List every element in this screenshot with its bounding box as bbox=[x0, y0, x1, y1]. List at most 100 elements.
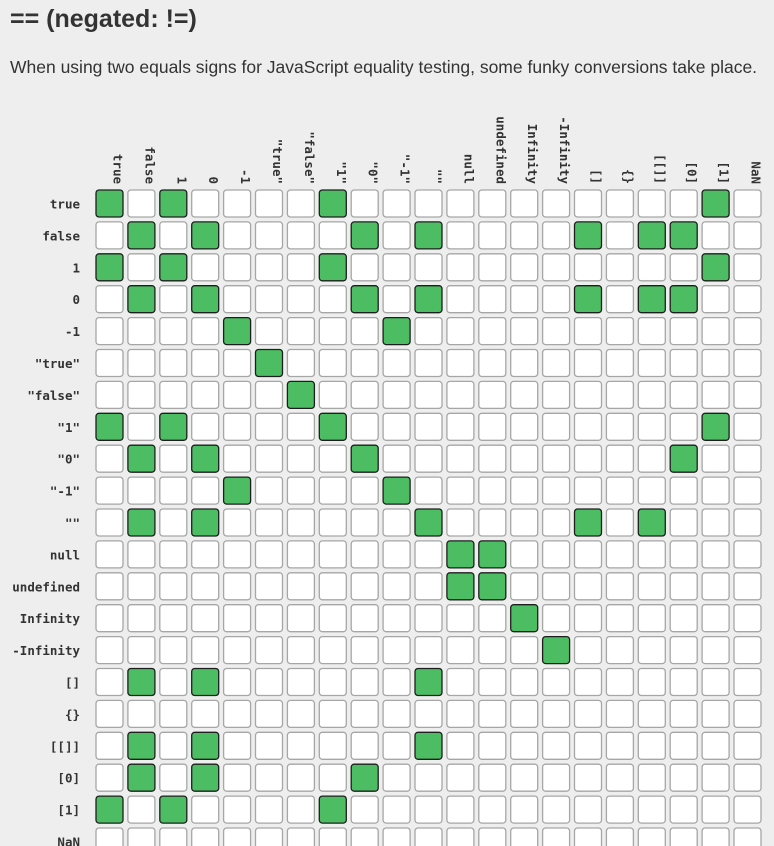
cell-obj-vs-neg-1-not-equal bbox=[222, 699, 252, 729]
row-label-arr0: [0] bbox=[57, 771, 80, 786]
cell-strneg-truestrneg-vs-0-not-equal bbox=[191, 348, 220, 378]
cell-arr0-vs-true-not-equal bbox=[95, 763, 124, 792]
cell-arr-vs-strneg-neg-1strneg-not-equal bbox=[382, 667, 411, 697]
cell-arr-vs-0-equal bbox=[191, 667, 220, 697]
cell-true-vs-undefined-not-equal bbox=[478, 189, 507, 218]
cell-neg-Infinity-vs-Infinity-not-equal bbox=[510, 635, 539, 665]
cell-strneg-strneg-vs-strneg-truestrneg-not-equal bbox=[254, 508, 284, 537]
cell-0-vs-0-equal bbox=[191, 285, 220, 314]
cell-strneg-0strneg-vs-true-not-equal bbox=[95, 444, 124, 473]
cell-strneg-0strneg-vs-strneg-0strneg-equal bbox=[350, 444, 379, 473]
cell-strneg-truestrneg-vs-arr0-not-equal bbox=[669, 348, 698, 378]
cell-neg-1-vs-arrarr-not-equal bbox=[637, 316, 666, 346]
cell-arr0-vs-0-equal bbox=[191, 763, 220, 792]
cell-neg-1-vs-strneg-1strneg-not-equal bbox=[318, 316, 347, 346]
cell-strneg-strneg-vs-arr1-not-equal bbox=[701, 508, 730, 537]
cell-obj-vs-null-not-equal bbox=[446, 699, 475, 729]
cell-Infinity-vs-NaN-not-equal bbox=[733, 604, 762, 633]
column-label-NaN: NaN bbox=[749, 161, 764, 184]
cell-strneg-neg-1strneg-vs-false-not-equal bbox=[127, 476, 156, 505]
cell-strneg-falsestrneg-vs-undefined-not-equal bbox=[478, 380, 507, 410]
cell-strneg-truestrneg-vs-neg-Infinity-not-equal bbox=[541, 348, 571, 378]
cell-strneg-0strneg-vs-obj-not-equal bbox=[605, 444, 635, 473]
cell-Infinity-vs-undefined-not-equal bbox=[478, 604, 507, 633]
page-description: When using two equals signs for JavaScri… bbox=[10, 57, 758, 77]
cell-true-vs-arrarr-not-equal bbox=[637, 189, 666, 218]
cell-strneg-neg-1strneg-vs-arr1-not-equal bbox=[701, 476, 730, 505]
cell-neg-Infinity-vs-obj-not-equal bbox=[605, 635, 635, 665]
cell-arr1-vs-neg-Infinity-not-equal bbox=[541, 795, 571, 824]
cell-true-vs-1-equal bbox=[159, 189, 188, 218]
cell-arrarr-vs-strneg-0strneg-not-equal bbox=[350, 731, 379, 760]
cell-strneg-1strneg-vs-Infinity-not-equal bbox=[510, 412, 539, 441]
cell-arr0-vs-Infinity-not-equal bbox=[510, 763, 539, 792]
cell-false-vs-0-equal bbox=[191, 221, 220, 250]
cell-arrarr-vs-true-not-equal bbox=[95, 731, 124, 760]
cell-strneg-truestrneg-vs-1-not-equal bbox=[159, 348, 188, 378]
cell-arr0-vs-1-not-equal bbox=[159, 763, 188, 792]
cell-arr1-vs-0-not-equal bbox=[191, 795, 220, 824]
cell-Infinity-vs-arr1-not-equal bbox=[701, 604, 730, 633]
cell-arr1-vs-Infinity-not-equal bbox=[510, 795, 539, 824]
cell-arr-vs-false-equal bbox=[127, 667, 156, 697]
cell-false-vs-arr-equal bbox=[573, 221, 603, 250]
cell-strneg-1strneg-vs-arr0-not-equal bbox=[669, 412, 698, 441]
cell-strneg-truestrneg-vs-neg-1-not-equal bbox=[222, 348, 252, 378]
cell-arrarr-vs-false-equal bbox=[127, 731, 156, 760]
cell-Infinity-vs-Infinity-equal bbox=[510, 604, 539, 633]
cell-strneg-truestrneg-vs-strneg-0strneg-not-equal bbox=[350, 348, 379, 378]
cell-strneg-falsestrneg-vs-strneg-1strneg-not-equal bbox=[318, 380, 347, 410]
cell-obj-vs-arr1-not-equal bbox=[701, 699, 730, 729]
row-label-false: false bbox=[42, 228, 80, 243]
cell-NaN-vs-arrarr-not-equal bbox=[637, 827, 666, 846]
cell-strneg-falsestrneg-vs-arr-not-equal bbox=[573, 380, 603, 410]
cell-strneg-strneg-vs-Infinity-not-equal bbox=[510, 508, 539, 537]
cell-false-vs-null-not-equal bbox=[446, 221, 475, 250]
cell-false-vs-strneg-truestrneg-not-equal bbox=[254, 221, 284, 250]
cell-strneg-1strneg-vs-arrarr-not-equal bbox=[637, 412, 666, 441]
cell-arr-vs-1-not-equal bbox=[159, 667, 188, 697]
cell-NaN-vs-strneg-truestrneg-not-equal bbox=[254, 827, 284, 846]
column-label-null: null bbox=[461, 154, 476, 184]
cell-strneg-neg-1strneg-vs-neg-1-equal bbox=[222, 476, 252, 505]
cell-false-vs-Infinity-not-equal bbox=[510, 221, 539, 250]
cell-undefined-vs-undefined-equal bbox=[478, 572, 507, 601]
cell-neg-Infinity-vs-null-not-equal bbox=[446, 635, 475, 665]
cell-obj-vs-1-not-equal bbox=[159, 699, 188, 729]
cell-false-vs-obj-not-equal bbox=[605, 221, 635, 250]
cell-arr1-vs-NaN-not-equal bbox=[733, 795, 762, 824]
cell-strneg-0strneg-vs-Infinity-not-equal bbox=[510, 444, 539, 473]
cell-null-vs-neg-Infinity-not-equal bbox=[541, 540, 571, 569]
cell-true-vs-arr0-not-equal bbox=[669, 189, 698, 218]
cell-undefined-vs-strneg-1strneg-not-equal bbox=[318, 572, 347, 601]
cell-strneg-1strneg-vs-true-equal bbox=[95, 412, 124, 441]
cell-neg-Infinity-vs-strneg-strneg-not-equal bbox=[414, 635, 443, 665]
column-label-arrarr: [[]] bbox=[653, 154, 668, 184]
cell-arr-vs-strneg-0strneg-not-equal bbox=[350, 667, 379, 697]
cell-strneg-neg-1strneg-vs-strneg-neg-1strneg-equal bbox=[382, 476, 411, 505]
cell-strneg-strneg-vs-arr-equal bbox=[573, 508, 603, 537]
column-label-neg-Infinity: -Infinity bbox=[557, 116, 572, 184]
cell-neg-Infinity-vs-NaN-not-equal bbox=[733, 635, 762, 665]
cell-strneg-truestrneg-vs-Infinity-not-equal bbox=[510, 348, 539, 378]
cell-strneg-falsestrneg-vs-NaN-not-equal bbox=[733, 380, 762, 410]
cell-0-vs-arr1-not-equal bbox=[701, 285, 730, 314]
row-label-arr: [] bbox=[65, 675, 80, 690]
cell-undefined-vs-neg-Infinity-not-equal bbox=[541, 572, 571, 601]
cell-arr1-vs-true-equal bbox=[95, 795, 124, 824]
cell-arrarr-vs-arr-not-equal bbox=[573, 731, 603, 760]
cell-NaN-vs-undefined-not-equal bbox=[478, 827, 507, 846]
row-label-strneg-falsestrneg: "false" bbox=[27, 388, 80, 403]
cell-NaN-vs-arr-not-equal bbox=[573, 827, 603, 846]
cell-strneg-strneg-vs-neg-Infinity-not-equal bbox=[541, 508, 571, 537]
cell-undefined-vs-null-equal bbox=[446, 572, 475, 601]
cell-neg-1-vs-false-not-equal bbox=[127, 316, 156, 346]
cell-strneg-neg-1strneg-vs-obj-not-equal bbox=[605, 476, 635, 505]
row-label-obj: {} bbox=[65, 707, 80, 722]
cell-strneg-falsestrneg-vs-strneg-neg-1strneg-not-equal bbox=[382, 380, 411, 410]
cell-Infinity-vs-arrarr-not-equal bbox=[637, 604, 666, 633]
cell-Infinity-vs-null-not-equal bbox=[446, 604, 475, 633]
cell-undefined-vs-NaN-not-equal bbox=[733, 572, 762, 601]
cell-1-vs-neg-1-not-equal bbox=[222, 253, 252, 282]
cell-true-vs-obj-not-equal bbox=[605, 189, 635, 218]
